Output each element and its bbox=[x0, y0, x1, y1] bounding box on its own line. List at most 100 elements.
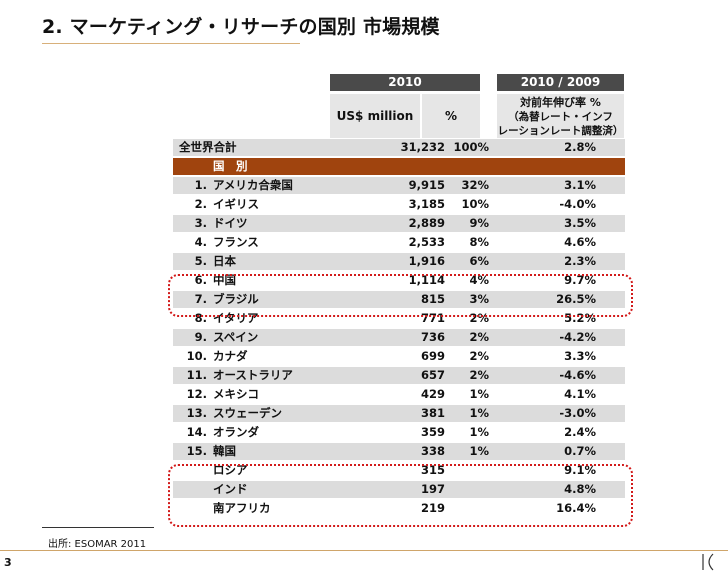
slide-title: 2. マーケティング・リサーチの国別 市場規模 bbox=[42, 16, 440, 38]
value-cell: 219 bbox=[420, 501, 445, 515]
table-row: 2. イギリス 3,185 10% -4.0% bbox=[173, 196, 625, 213]
table-row: 10. カナダ 699 2% 3.3% bbox=[173, 348, 625, 365]
pct-cell: 1% bbox=[469, 406, 489, 420]
table-row: 9. スペイン 736 2% -4.2% bbox=[173, 329, 625, 346]
pct-cell: 1% bbox=[469, 387, 489, 401]
table-row: 4. フランス 2,533 8% 4.6% bbox=[173, 234, 625, 251]
table-row: 南アフリカ 219 16.4% bbox=[173, 500, 625, 517]
country-name: フランス bbox=[213, 235, 259, 249]
change-cell: 3.3% bbox=[564, 349, 596, 363]
table-row: 11. オーストラリア 657 2% -4.6% bbox=[173, 367, 625, 384]
pct-cell: 1% bbox=[469, 444, 489, 458]
value-cell: 9,915 bbox=[408, 178, 445, 192]
table-row: 6. 中国 1,114 4% 9.7% bbox=[173, 272, 625, 289]
row-number: 9. bbox=[194, 330, 207, 344]
value-cell: 381 bbox=[420, 406, 445, 420]
table-row: 7. ブラジル 815 3% 26.5% bbox=[173, 291, 625, 308]
header-change-period: 2010 / 2009 bbox=[497, 74, 624, 91]
country-cell: 3. ドイツ bbox=[179, 215, 248, 232]
table-row: 14. オランダ 359 1% 2.4% bbox=[173, 424, 625, 441]
table-row: 12. メキシコ 429 1% 4.1% bbox=[173, 386, 625, 403]
country-cell: 1. アメリカ合衆国 bbox=[179, 177, 293, 194]
header-change-line3: レーションレート調整済） bbox=[497, 125, 624, 137]
value-cell: 429 bbox=[420, 387, 445, 401]
table-row: 15. 韓国 338 1% 0.7% bbox=[173, 443, 625, 460]
total-value: 31,232 bbox=[400, 140, 445, 154]
row-number: 3. bbox=[194, 216, 207, 230]
change-cell: 4.8% bbox=[564, 482, 596, 496]
country-name: 日本 bbox=[213, 254, 236, 268]
country-name: カナダ bbox=[213, 349, 248, 363]
row-number: 7. bbox=[194, 292, 207, 306]
change-cell: 4.1% bbox=[564, 387, 596, 401]
table-row-total: 全世界合計 31,232 100% 2.8% bbox=[173, 139, 625, 156]
country-name: イギリス bbox=[213, 197, 259, 211]
table-row: インド 197 4.8% bbox=[173, 481, 625, 498]
value-cell: 1,916 bbox=[408, 254, 445, 268]
value-cell: 2,533 bbox=[408, 235, 445, 249]
table-row: 8. イタリア 771 2% 5.2% bbox=[173, 310, 625, 327]
row-number: 13. bbox=[186, 406, 207, 420]
change-cell: 9.7% bbox=[564, 273, 596, 287]
country-name: 韓国 bbox=[213, 444, 236, 458]
value-cell: 657 bbox=[420, 368, 445, 382]
row-number: 2. bbox=[194, 197, 207, 211]
country-name: インド bbox=[213, 482, 248, 496]
row-number: 14. bbox=[186, 425, 207, 439]
row-number: 8. bbox=[194, 311, 207, 325]
change-cell: 4.6% bbox=[564, 235, 596, 249]
country-name: スペイン bbox=[213, 330, 259, 344]
total-label: 全世界合計 bbox=[179, 140, 237, 154]
change-cell: 2.4% bbox=[564, 425, 596, 439]
change-cell: 3.1% bbox=[564, 178, 596, 192]
change-cell: 3.5% bbox=[564, 216, 596, 230]
highlight-box-china-brazil bbox=[168, 274, 633, 317]
section-label: 国 別 bbox=[213, 159, 248, 173]
title-underline bbox=[42, 43, 300, 44]
section-by-country: 国 別 bbox=[173, 158, 625, 175]
pct-cell: 2% bbox=[469, 368, 489, 382]
pct-cell: 10% bbox=[461, 197, 489, 211]
row-number: 4. bbox=[194, 235, 207, 249]
row-number: 6. bbox=[194, 273, 207, 287]
change-cell: 5.2% bbox=[564, 311, 596, 325]
row-number: 15. bbox=[186, 444, 207, 458]
value-cell: 315 bbox=[420, 463, 445, 477]
total-pct: 100% bbox=[453, 140, 489, 154]
highlight-box-emerging bbox=[168, 464, 633, 527]
footer-bar bbox=[0, 550, 728, 551]
country-cell: 11. オーストラリア bbox=[179, 367, 293, 384]
pct-cell: 2% bbox=[469, 349, 489, 363]
table-row: 13. スウェーデン 381 1% -3.0% bbox=[173, 405, 625, 422]
row-number: 10. bbox=[186, 349, 207, 363]
logo-icon bbox=[702, 553, 714, 571]
change-cell: 26.5% bbox=[556, 292, 596, 306]
country-cell: 12. メキシコ bbox=[179, 386, 259, 403]
country-name: ブラジル bbox=[213, 292, 259, 306]
header-value-col: US$ million bbox=[330, 94, 420, 138]
page-number: 3 bbox=[4, 556, 12, 569]
pct-cell: 9% bbox=[469, 216, 489, 230]
country-cell: 14. オランダ bbox=[179, 424, 259, 441]
value-cell: 197 bbox=[420, 482, 445, 496]
header-change-line2: （為替レート・インフ bbox=[508, 111, 613, 123]
pct-cell: 4% bbox=[469, 273, 489, 287]
country-name: ロシア bbox=[213, 463, 248, 477]
country-cell: 10. カナダ bbox=[179, 348, 248, 365]
value-cell: 1,114 bbox=[408, 273, 445, 287]
value-cell: 736 bbox=[420, 330, 445, 344]
value-cell: 699 bbox=[420, 349, 445, 363]
pct-cell: 2% bbox=[469, 330, 489, 344]
country-name: アメリカ合衆国 bbox=[213, 178, 293, 192]
country-cell: 15. 韓国 bbox=[179, 443, 236, 460]
header-change-col: 対前年伸び率 % （為替レート・インフ レーションレート調整済） bbox=[497, 94, 624, 138]
country-name: オランダ bbox=[213, 425, 259, 439]
country-name: スウェーデン bbox=[213, 406, 282, 420]
country-cell: 13. スウェーデン bbox=[179, 405, 282, 422]
country-name: 南アフリカ bbox=[213, 501, 271, 515]
pct-cell: 2% bbox=[469, 311, 489, 325]
row-number: 11. bbox=[186, 368, 207, 382]
table-row: 1. アメリカ合衆国 9,915 32% 3.1% bbox=[173, 177, 625, 194]
change-cell: -4.0% bbox=[559, 197, 596, 211]
row-number: 12. bbox=[186, 387, 207, 401]
